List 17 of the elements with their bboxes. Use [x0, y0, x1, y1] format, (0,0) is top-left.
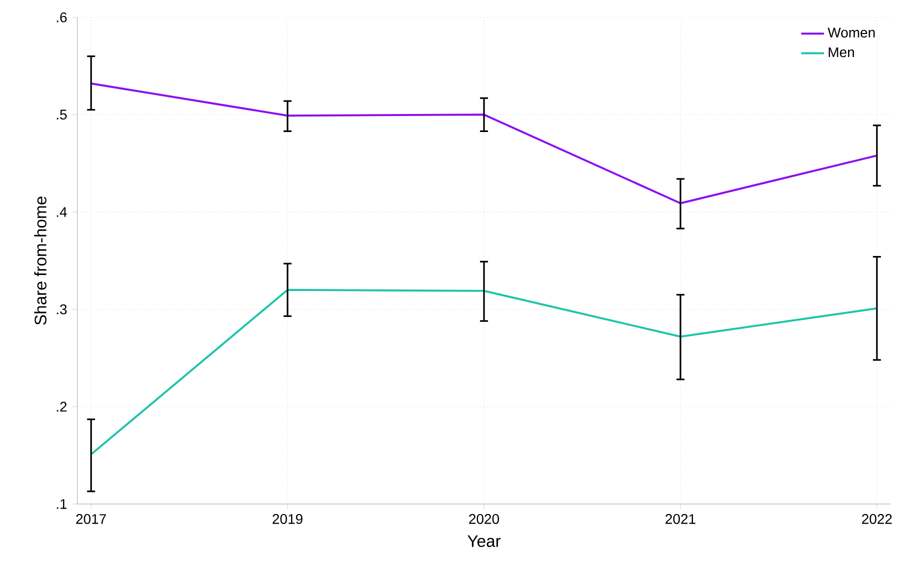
y-axis-title: Share from-home	[34, 196, 46, 325]
x-tick-label: 2022	[862, 514, 892, 524]
legend-label: Women	[828, 28, 875, 38]
line-series	[90, 82, 878, 204]
y-tick-label: .4	[56, 207, 67, 217]
y-tick-label: .5	[56, 110, 67, 120]
x-tick-label: 2020	[469, 514, 500, 524]
y-tick-label: .3	[56, 304, 67, 314]
x-tick-label: 2017	[76, 514, 106, 524]
line-series	[90, 288, 878, 456]
y-tick-label: .2	[56, 402, 67, 412]
y-tick-label: .1	[56, 499, 67, 509]
y-tick-label: .6	[56, 12, 67, 22]
x-tick-label: 2019	[272, 514, 302, 524]
x-tick-label: 2021	[666, 514, 696, 524]
x-axis-title: Year	[468, 535, 501, 548]
legend-label: Men	[828, 47, 854, 58]
